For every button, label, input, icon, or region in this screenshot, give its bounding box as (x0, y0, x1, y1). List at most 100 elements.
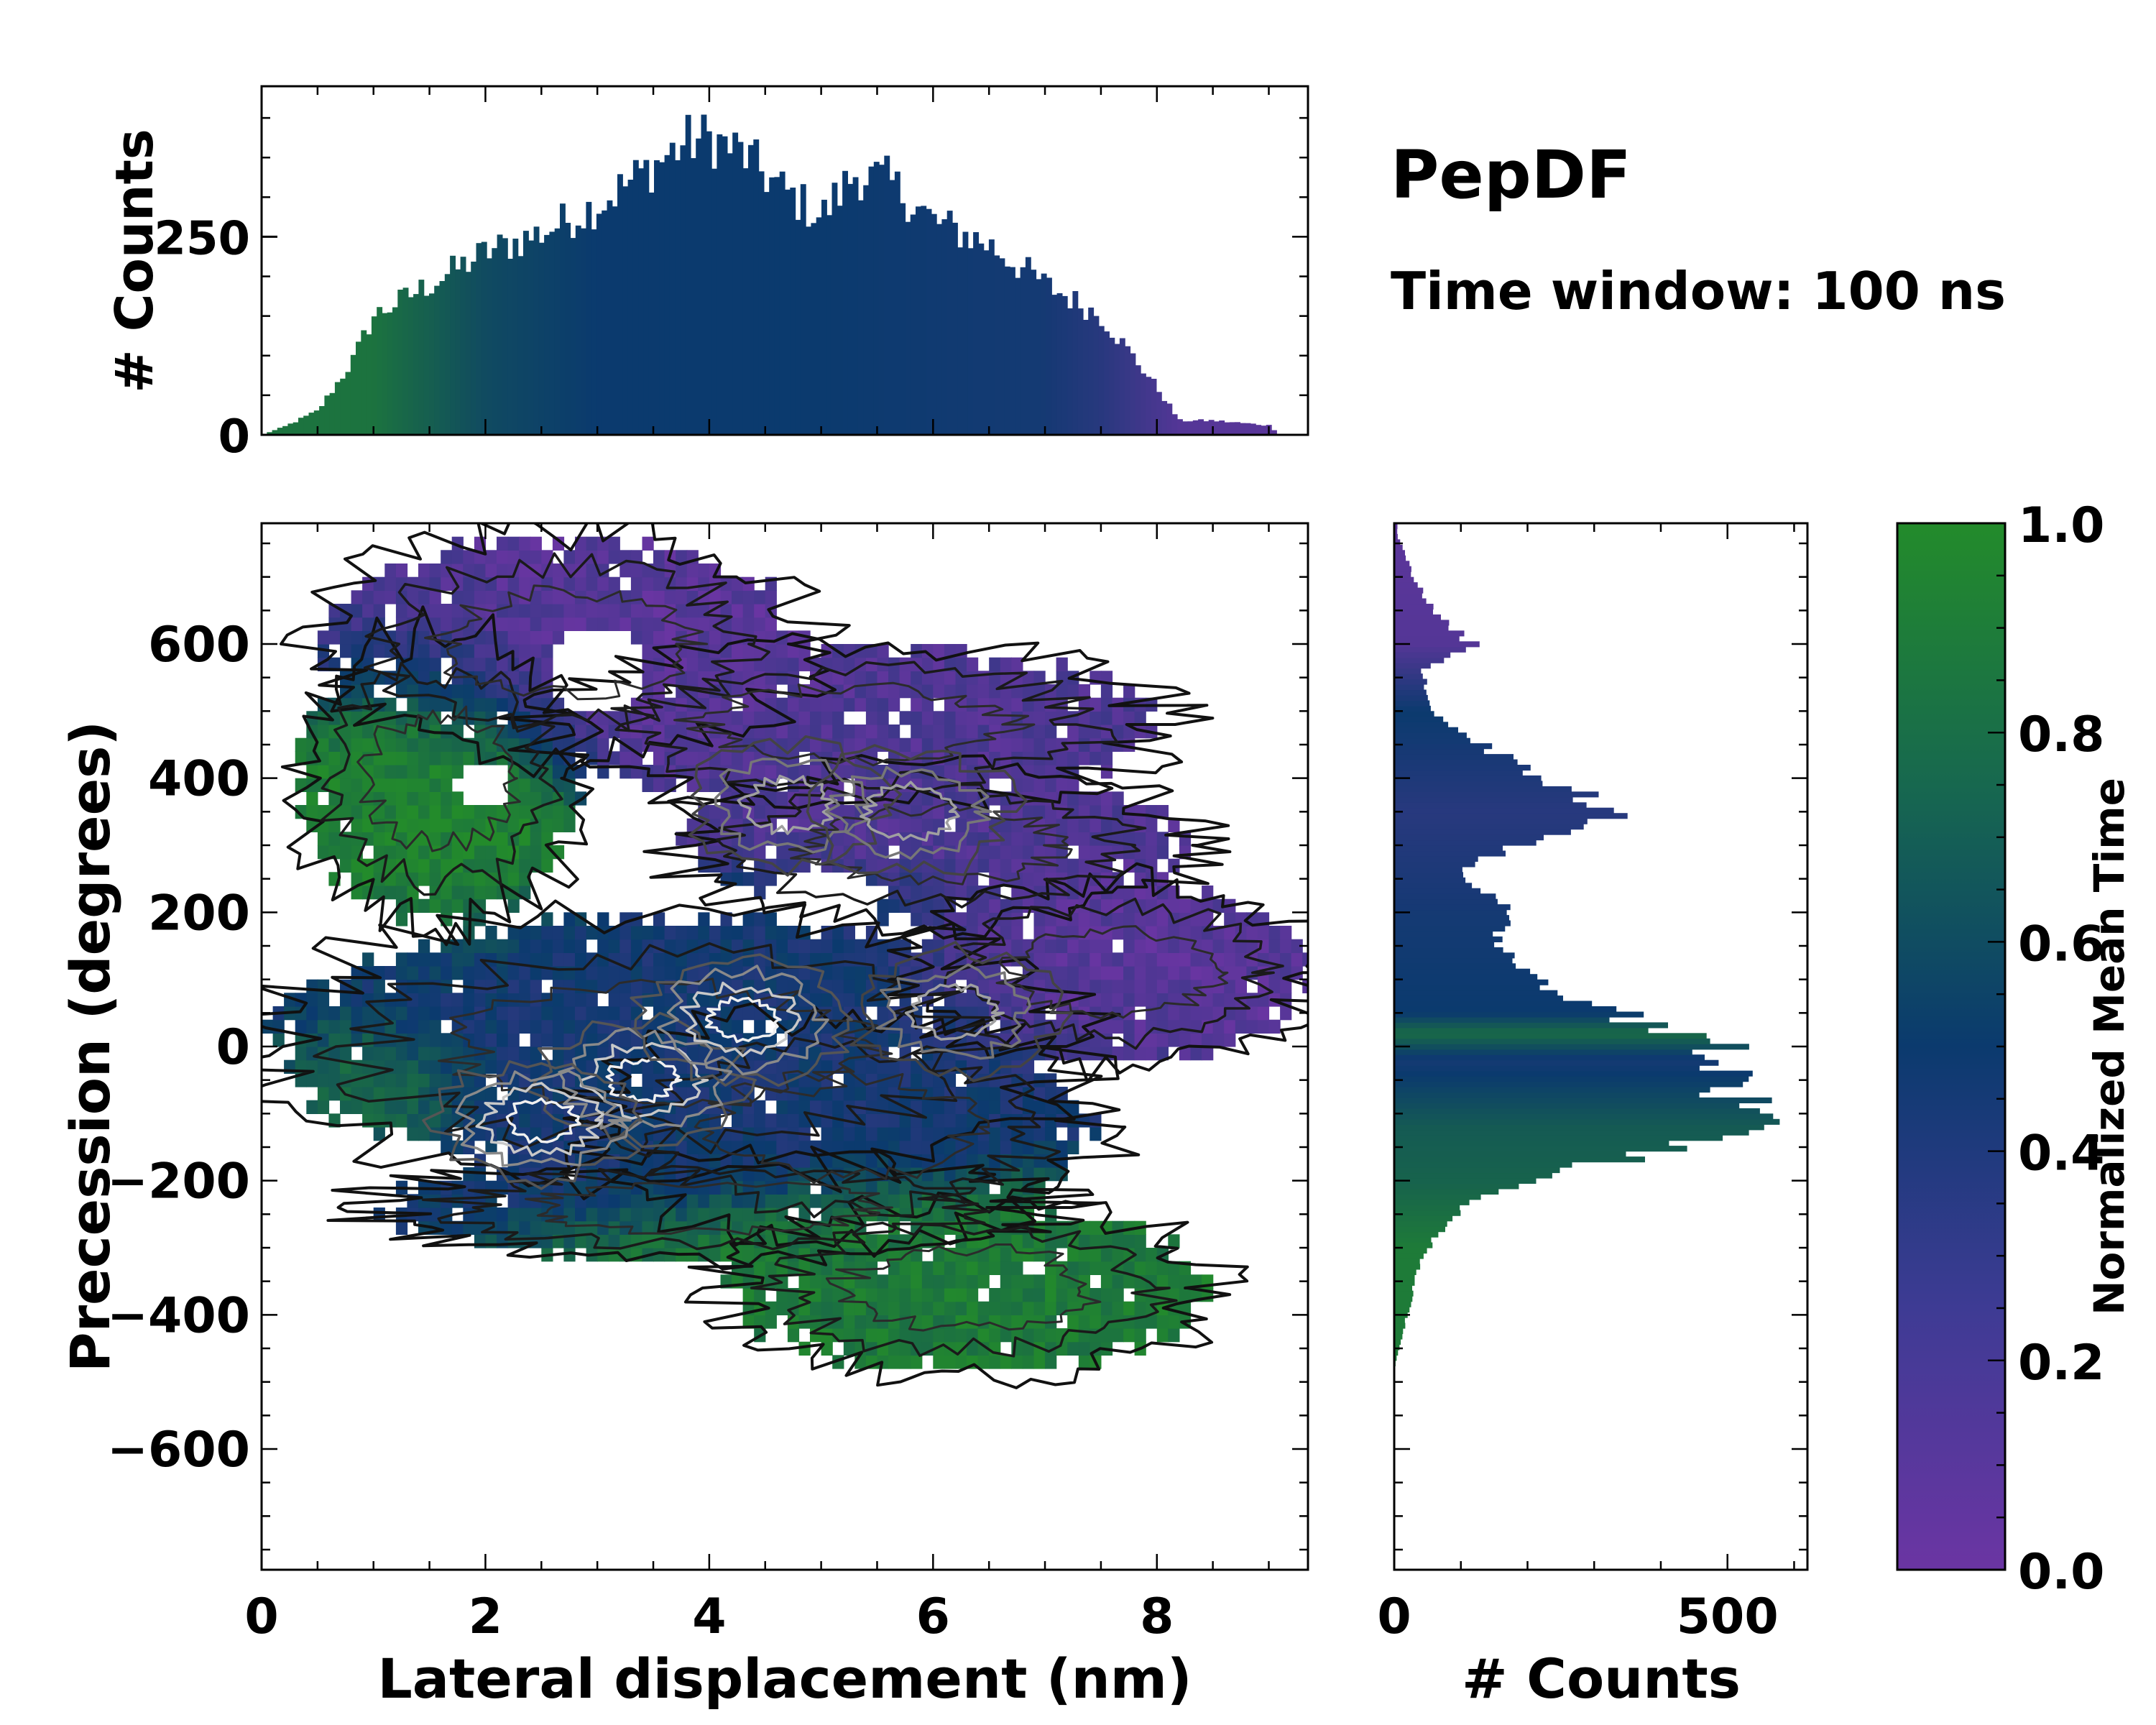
heatmap-cell (742, 832, 755, 846)
top-hist-bar (1093, 316, 1100, 435)
top-hist-bar (763, 192, 770, 435)
heatmap-cell (563, 1208, 576, 1222)
right-hist-bar (1394, 1027, 1649, 1034)
heatmap-cell (552, 765, 565, 779)
right-hist-bar (1394, 1274, 1415, 1281)
heatmap-cell (1100, 898, 1113, 913)
heatmap-cell (306, 993, 318, 1007)
heatmap-cell (933, 832, 945, 846)
heatmap-cell (921, 1301, 934, 1315)
heatmap-cell (709, 993, 722, 1007)
heatmap-cell (1078, 1234, 1090, 1248)
right-hist-bar (1394, 593, 1422, 599)
heatmap-cell (1146, 1046, 1158, 1061)
heatmap-cell (541, 1006, 553, 1021)
heatmap-cell (933, 671, 945, 685)
heatmap-cell (865, 1154, 878, 1168)
heatmap-cell (1000, 657, 1012, 671)
right-hist-bar (1394, 678, 1427, 685)
heatmap-cell (686, 778, 699, 792)
heatmap-cell (787, 1328, 800, 1343)
heatmap-cell (586, 1208, 598, 1222)
heatmap-cell (1056, 751, 1068, 765)
heatmap-cell (843, 939, 855, 953)
heatmap-cell (1224, 1006, 1236, 1021)
density-contour (280, 605, 604, 947)
joint-ylabel: Precession (degrees) (58, 721, 122, 1372)
heatmap-cell (441, 805, 453, 819)
heatmap-cell (608, 966, 620, 980)
heatmap-cell (967, 872, 979, 886)
heatmap-cell (653, 1127, 665, 1141)
heatmap-cell (373, 711, 385, 725)
heatmap-cell (944, 1113, 957, 1128)
heatmap-cell (1235, 912, 1247, 926)
heatmap-cell (676, 1059, 688, 1074)
heatmap-cell (832, 724, 844, 739)
heatmap-cell (754, 912, 766, 926)
heatmap-cell (1268, 939, 1281, 953)
heatmap-cell (351, 765, 363, 779)
heatmap-cell (1112, 912, 1124, 926)
heatmap-cell (630, 979, 643, 993)
heatmap-cell (451, 684, 464, 699)
heatmap-cell (877, 966, 889, 980)
heatmap-cell (653, 778, 665, 792)
heatmap-cell (653, 751, 665, 765)
heatmap-cell (541, 952, 553, 967)
heatmap-cell (821, 939, 833, 953)
heatmap-cell (911, 737, 923, 752)
heatmap-cell (732, 1154, 744, 1168)
right-hist-bar (1394, 1264, 1421, 1270)
heatmap-cell (451, 737, 464, 752)
heatmap-cell (485, 805, 497, 819)
heatmap-cell (944, 845, 957, 860)
right-hist-bar (1394, 850, 1506, 857)
heatmap-cell (642, 644, 654, 658)
heatmap-cell (1302, 979, 1308, 993)
heatmap-cell (1067, 872, 1079, 886)
heatmap-cell (418, 1087, 430, 1101)
heatmap-cell (865, 684, 878, 699)
heatmap-cell (451, 805, 464, 819)
heatmap-cell (362, 1100, 374, 1114)
heatmap-cell (921, 1328, 934, 1343)
heatmap-cell (967, 1140, 979, 1154)
heatmap-cell (497, 1208, 509, 1222)
heatmap-cell (351, 751, 363, 765)
joint-xtick-label: 2 (469, 1588, 502, 1645)
heatmap-cell (1000, 1234, 1012, 1248)
heatmap-cell (642, 926, 654, 940)
heatmap-cell (552, 805, 565, 819)
heatmap-cell (653, 630, 665, 645)
right-hist-bar (1394, 1108, 1760, 1114)
heatmap-cell (977, 898, 990, 913)
heatmap-cell (362, 1006, 374, 1021)
heatmap-cell (451, 993, 464, 1007)
heatmap-cell (776, 845, 788, 860)
heatmap-cell (586, 576, 598, 591)
top-hist-bar (816, 217, 822, 435)
heatmap-cell (977, 1328, 990, 1343)
heatmap-cell (541, 1113, 553, 1128)
heatmap-cell (485, 993, 497, 1007)
heatmap-cell (630, 604, 643, 618)
heatmap-cell (709, 737, 722, 752)
heatmap-cell (1000, 1033, 1012, 1047)
heatmap-cell (619, 617, 632, 631)
heatmap-cell (1022, 832, 1035, 846)
top-hist-bar (648, 192, 655, 435)
top-hist-bar (717, 134, 723, 435)
heatmap-cell (642, 1087, 654, 1101)
heatmap-cell (911, 644, 923, 658)
heatmap-cell (877, 1274, 889, 1289)
right-hist-bar (1394, 855, 1478, 862)
heatmap-cell (1022, 805, 1035, 819)
heatmap-cell (720, 1194, 732, 1208)
right-hist-bar (1394, 673, 1423, 680)
heatmap-cell (418, 791, 430, 806)
heatmap-cell (418, 778, 430, 792)
top-hist-bar (487, 258, 492, 435)
heatmap-cell (732, 1019, 744, 1034)
heatmap-cell (888, 1194, 900, 1208)
